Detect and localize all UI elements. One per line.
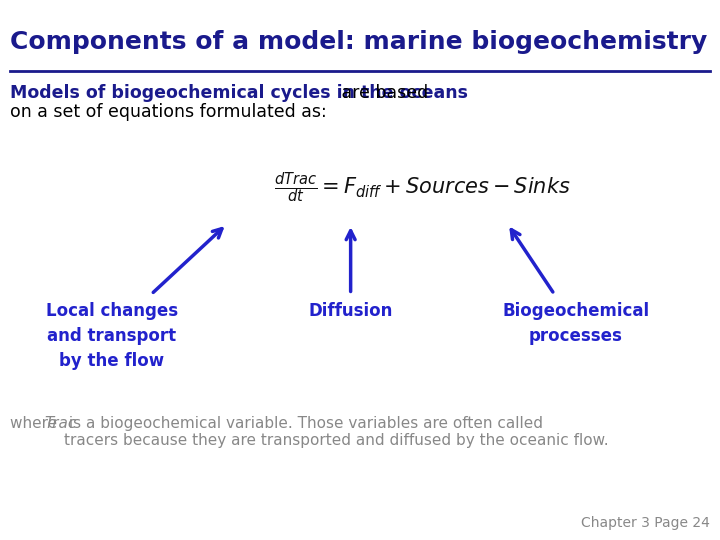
- Text: on a set of equations formulated as:: on a set of equations formulated as:: [10, 103, 327, 120]
- Text: are based: are based: [336, 84, 428, 102]
- Text: Biogeochemical
processes: Biogeochemical processes: [503, 302, 649, 346]
- Text: $\frac{dTrac}{dt} = F_{diff} + Sources - Sinks$: $\frac{dTrac}{dt} = F_{diff} + Sources -…: [274, 170, 570, 205]
- Text: is a biogeochemical variable. Those variables are often called
tracers because t: is a biogeochemical variable. Those vari…: [64, 416, 608, 448]
- Text: Trac: Trac: [45, 416, 77, 431]
- Text: Diffusion: Diffusion: [308, 302, 393, 320]
- Text: Components of a model: marine biogeochemistry: Components of a model: marine biogeochem…: [10, 30, 707, 53]
- Text: Chapter 3 Page 24: Chapter 3 Page 24: [581, 516, 710, 530]
- Text: Local changes
and transport
by the flow: Local changes and transport by the flow: [45, 302, 178, 370]
- Text: Models of biogeochemical cycles in the oceans: Models of biogeochemical cycles in the o…: [10, 84, 468, 102]
- Text: where: where: [10, 416, 62, 431]
